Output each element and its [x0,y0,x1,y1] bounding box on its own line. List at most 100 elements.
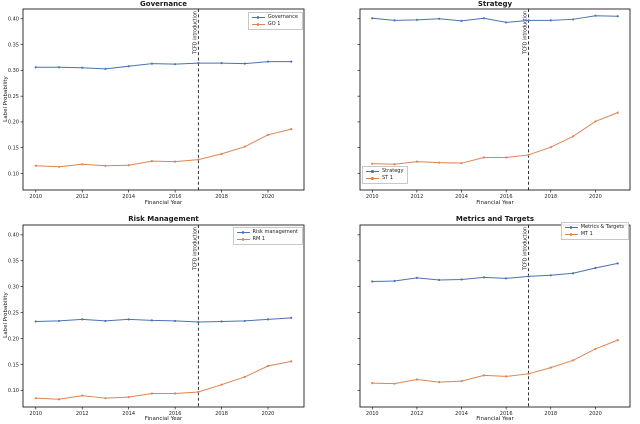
data-point [174,160,177,163]
data-point [482,276,485,279]
y-tick-label: 0.20 [8,336,19,342]
data-point [57,398,61,401]
data-point [197,320,200,324]
data-point [127,396,130,399]
series-line-orange [372,339,618,385]
x-tick-label: 2010 [29,194,42,200]
data-point [174,319,177,323]
x-tick-label: 2020 [589,194,602,200]
series-line-blue [372,262,618,283]
data-point [594,14,597,17]
x-tick-label: 2010 [29,411,42,417]
risk-management-plot: 2010 2012 2014 2016 2018 2020 0.10 0.15 0.20 0.25… [8,224,305,417]
data-point [594,120,597,123]
data-point [266,133,270,136]
data-point [438,381,441,384]
legend-label: Metrics & Targets [580,224,624,230]
legend-item: Strategy [366,168,403,175]
data-point [243,319,246,323]
x-axis-label: Financial Year [476,200,514,206]
x-tick-label: 2012 [76,411,89,417]
x-tick-label: 2020 [589,411,602,417]
data-point [460,278,463,281]
data-point [34,320,37,323]
data-point [127,65,130,68]
data-point [549,366,552,369]
chart-panel-metrics-and-targets: 2010 2012 2014 2016 2018 2020 TCFD introductio… [320,212,640,424]
data-point [243,62,246,65]
legend-item: RM 1 [236,236,298,243]
y-tick-label: 0.25 [8,94,19,100]
x-tick-label: 2016 [500,411,513,417]
data-point [150,62,153,65]
data-point [243,145,246,148]
data-point [438,17,441,20]
data-point [266,318,270,321]
data-point [104,319,107,323]
x-tick-label: 2014 [122,194,135,200]
y-tick-label: 0.20 [8,120,19,126]
tcfd-vline-label: TCFD introduction [192,11,198,55]
data-point [290,316,293,319]
data-point [505,21,508,24]
data-point [371,280,374,283]
legend-line-marker-icon [564,226,578,229]
data-point [220,152,223,156]
legend-item: ST 1 [366,175,403,182]
data-point [104,164,107,167]
data-point [220,320,223,323]
data-point [57,319,61,323]
legend-item: Risk management [236,229,298,236]
data-point [571,18,575,21]
data-point [415,276,419,279]
data-point [438,278,441,282]
legend-line-marker-icon [251,23,265,26]
data-point [616,111,619,114]
data-point [371,17,374,20]
data-point [150,392,153,395]
data-point [460,162,463,165]
axes-frame [359,8,631,191]
x-tick-label: 2020 [262,411,275,417]
chart-title: Strategy [477,0,513,8]
x-tick-label: 2016 [500,194,513,200]
data-point [482,156,485,159]
data-point [81,66,84,69]
legend-label: GO 1 [267,21,281,27]
data-point [197,390,200,394]
y-axis-label: Label Probability [3,292,9,338]
chart-panel-strategy: 2010 2012 2014 2016 2018 2020 TCFD introductio… [320,0,640,212]
x-tick-label: 2012 [411,411,424,417]
y-tick-label: 0.40 [8,17,19,23]
data-point [174,392,177,395]
y-axis-label: Label Probability [3,76,9,122]
data-point [571,359,575,362]
chart-panel-governance: 2010 2012 2014 2016 2018 2020 0.10 0.15 0.20 0.25… [0,0,320,212]
legend-line-marker-icon [564,233,578,236]
data-point [243,375,246,379]
data-point [616,262,619,265]
x-tick-label: 2016 [169,411,182,417]
legend-item: Governance [251,14,298,21]
legend-item: MT 1 [564,231,624,238]
data-point [34,66,37,69]
x-tick-label: 2012 [411,194,424,200]
data-point [571,135,575,138]
data-point [266,364,270,368]
y-tick-label: 0.15 [8,362,19,368]
data-point [81,163,84,166]
data-point [505,375,508,378]
data-point [197,62,200,65]
tcfd-vline-label: TCFD introduction [522,227,528,271]
y-tick-label: 0.10 [8,171,19,177]
data-point [371,162,374,165]
series-line-blue [35,317,292,323]
series-line-orange [35,360,292,400]
data-point [393,382,396,385]
x-axis-label: Financial Year [476,416,514,422]
x-tick-label: 2014 [455,194,468,200]
data-point [393,19,396,22]
data-point [290,60,293,63]
legend-line-marker-icon [366,177,379,180]
